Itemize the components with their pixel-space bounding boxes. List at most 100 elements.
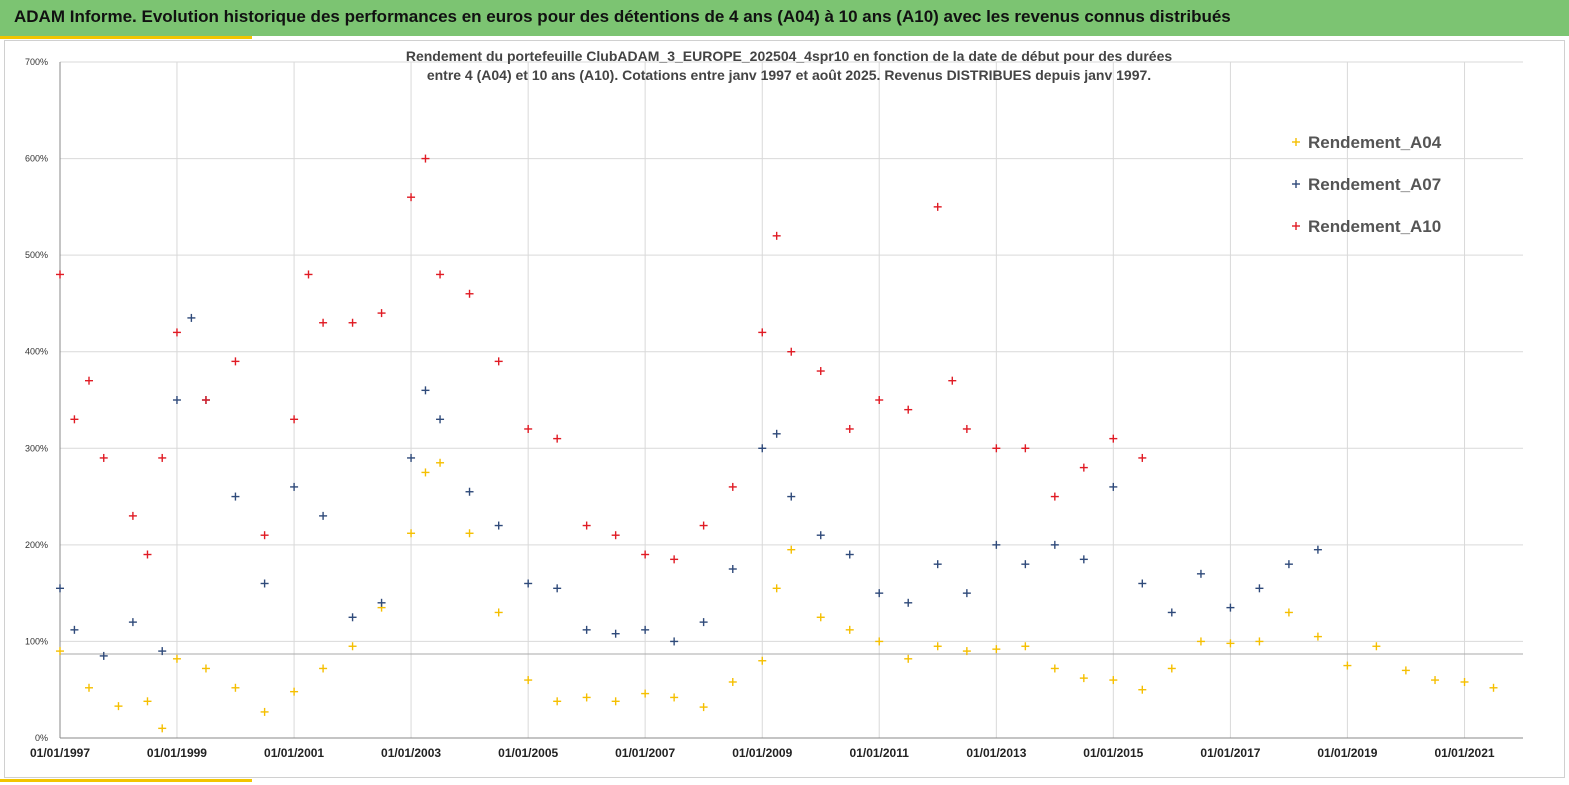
- data-points: [56, 154, 1498, 733]
- rendement-a07-point: [158, 647, 167, 656]
- rendement-a04-point: [494, 608, 503, 617]
- rendement-a07-point: [962, 589, 971, 598]
- rendement-a04-point: [158, 724, 167, 733]
- legend-label: Rendement_A10: [1308, 217, 1441, 236]
- rendement-a07-point: [436, 415, 445, 424]
- y-tick-label: 100%: [25, 636, 48, 646]
- rendement-a10-point: [290, 415, 299, 424]
- rendement-a10-point: [421, 154, 430, 163]
- rendement-a04-point: [553, 697, 562, 706]
- rendement-a10-point: [1050, 492, 1059, 501]
- legend-item-rendement-a07: Rendement_A07: [1292, 175, 1441, 194]
- rendement-a04-point: [1226, 639, 1235, 648]
- rendement-a04-point: [1313, 632, 1322, 641]
- rendement-a10-point: [128, 511, 137, 520]
- rendement-a04-point: [1255, 637, 1264, 646]
- y-tick-label: 600%: [25, 154, 48, 164]
- rendement-a04-point: [875, 637, 884, 646]
- rendement-a10-point: [948, 376, 957, 385]
- y-tick-label: 700%: [25, 57, 48, 67]
- rendement-a07-point: [1050, 540, 1059, 549]
- rendement-a07-point: [128, 618, 137, 627]
- x-tick-label: 01/01/2011: [850, 746, 910, 760]
- rendement-a07-point: [875, 589, 884, 598]
- y-tick-label: 400%: [25, 347, 48, 357]
- rendement-a04-point: [465, 529, 474, 538]
- rendement-a07-point: [187, 313, 196, 322]
- rendement-a10-point: [816, 367, 825, 376]
- rendement-a04-point: [992, 645, 1001, 654]
- rendement-a10-point: [465, 289, 474, 298]
- rendement-a07-point: [699, 618, 708, 627]
- rendement-a04-point: [582, 693, 591, 702]
- rendement-a07-point: [407, 453, 416, 462]
- rendement-a10-point: [436, 270, 445, 279]
- rendement-a07-point: [56, 584, 64, 593]
- y-tick-label: 200%: [25, 540, 48, 550]
- rendement-a10-point: [728, 482, 737, 491]
- rendement-a04-point: [728, 677, 737, 686]
- rendement-a10-point: [933, 202, 942, 211]
- rendement-a07-point: [787, 492, 796, 501]
- rendement-a04-point: [772, 584, 781, 593]
- rendement-a04-point: [904, 654, 913, 663]
- legend-label: Rendement_A07: [1308, 175, 1441, 194]
- rendement-a07-point: [582, 625, 591, 634]
- rendement-a10-point: [875, 396, 884, 404]
- rendement-a07-point: [421, 386, 430, 395]
- rendement-a04-point: [1284, 608, 1293, 617]
- page-title: ADAM Informe. Evolution historique des p…: [14, 7, 1231, 26]
- rendement-a10-point: [670, 555, 679, 564]
- rendement-a10-point: [992, 444, 1001, 453]
- rendement-a04-point: [962, 647, 971, 656]
- x-tick-label: 01/01/2021: [1434, 746, 1494, 760]
- rendement-a04-point: [319, 664, 328, 673]
- y-tick-label: 0%: [35, 733, 48, 743]
- rendement-a04-point: [816, 613, 825, 622]
- chart-title-line-1: Rendement du portefeuille ClubADAM_3_EUR…: [406, 48, 1173, 64]
- rendement-a04-point: [1109, 676, 1118, 685]
- rendement-a04-point: [201, 664, 210, 673]
- rendement-a10-point: [158, 453, 167, 462]
- rendement-a04-point: [845, 625, 854, 634]
- rendement-a10-point: [962, 424, 971, 433]
- rendement-a10-point: [582, 521, 591, 530]
- rendement-a04-point: [407, 529, 416, 538]
- rendement-a04-point: [143, 697, 152, 706]
- x-tick-label: 01/01/1999: [147, 746, 207, 760]
- rendement-a10-point: [772, 231, 781, 240]
- rendement-a04-point: [56, 647, 64, 656]
- accent-bar-top: [0, 36, 252, 39]
- rendement-a04-point: [348, 642, 357, 651]
- legend-label: Rendement_A04: [1308, 133, 1442, 152]
- x-tick-label: 01/01/2003: [381, 746, 441, 760]
- rendement-a04-point: [421, 468, 430, 477]
- rendement-a07-point: [231, 492, 240, 501]
- x-tick-label: 01/01/2013: [966, 746, 1026, 760]
- rendement-a04-point: [290, 687, 299, 696]
- rendement-a07-point: [933, 560, 942, 569]
- rendement-a10-point: [260, 531, 269, 540]
- rendement-a07-point: [772, 429, 781, 438]
- rendement-a07-point: [1226, 603, 1235, 612]
- rendement-a04-point: [436, 458, 445, 467]
- rendement-a04-point: [1431, 676, 1440, 685]
- rendement-a07-point: [524, 579, 533, 588]
- rendement-a07-point: [728, 565, 737, 573]
- rendement-a10-point: [494, 357, 503, 366]
- rendement-a07-point: [670, 637, 679, 646]
- legend-item-rendement-a04: Rendement_A04: [1292, 133, 1442, 152]
- rendement-a10-point: [377, 309, 386, 318]
- x-tick-label: 01/01/2019: [1317, 746, 1377, 760]
- x-tick-label: 01/01/2009: [732, 746, 792, 760]
- rendement-a10-point: [319, 318, 328, 327]
- axes: 0% 100% 200% 300% 400% 500% 600% 700% 01/01/1997…: [25, 57, 1523, 760]
- rendement-a04-point: [611, 697, 620, 706]
- rendement-a07-point: [845, 550, 854, 559]
- rendement-a10-point: [641, 550, 650, 559]
- rendement-a04-point: [1460, 677, 1469, 686]
- rendement-a04-point: [85, 683, 94, 692]
- rendement-a04-point: [1372, 642, 1381, 651]
- rendement-a07-point: [377, 598, 386, 607]
- rendement-a10-point: [611, 531, 620, 540]
